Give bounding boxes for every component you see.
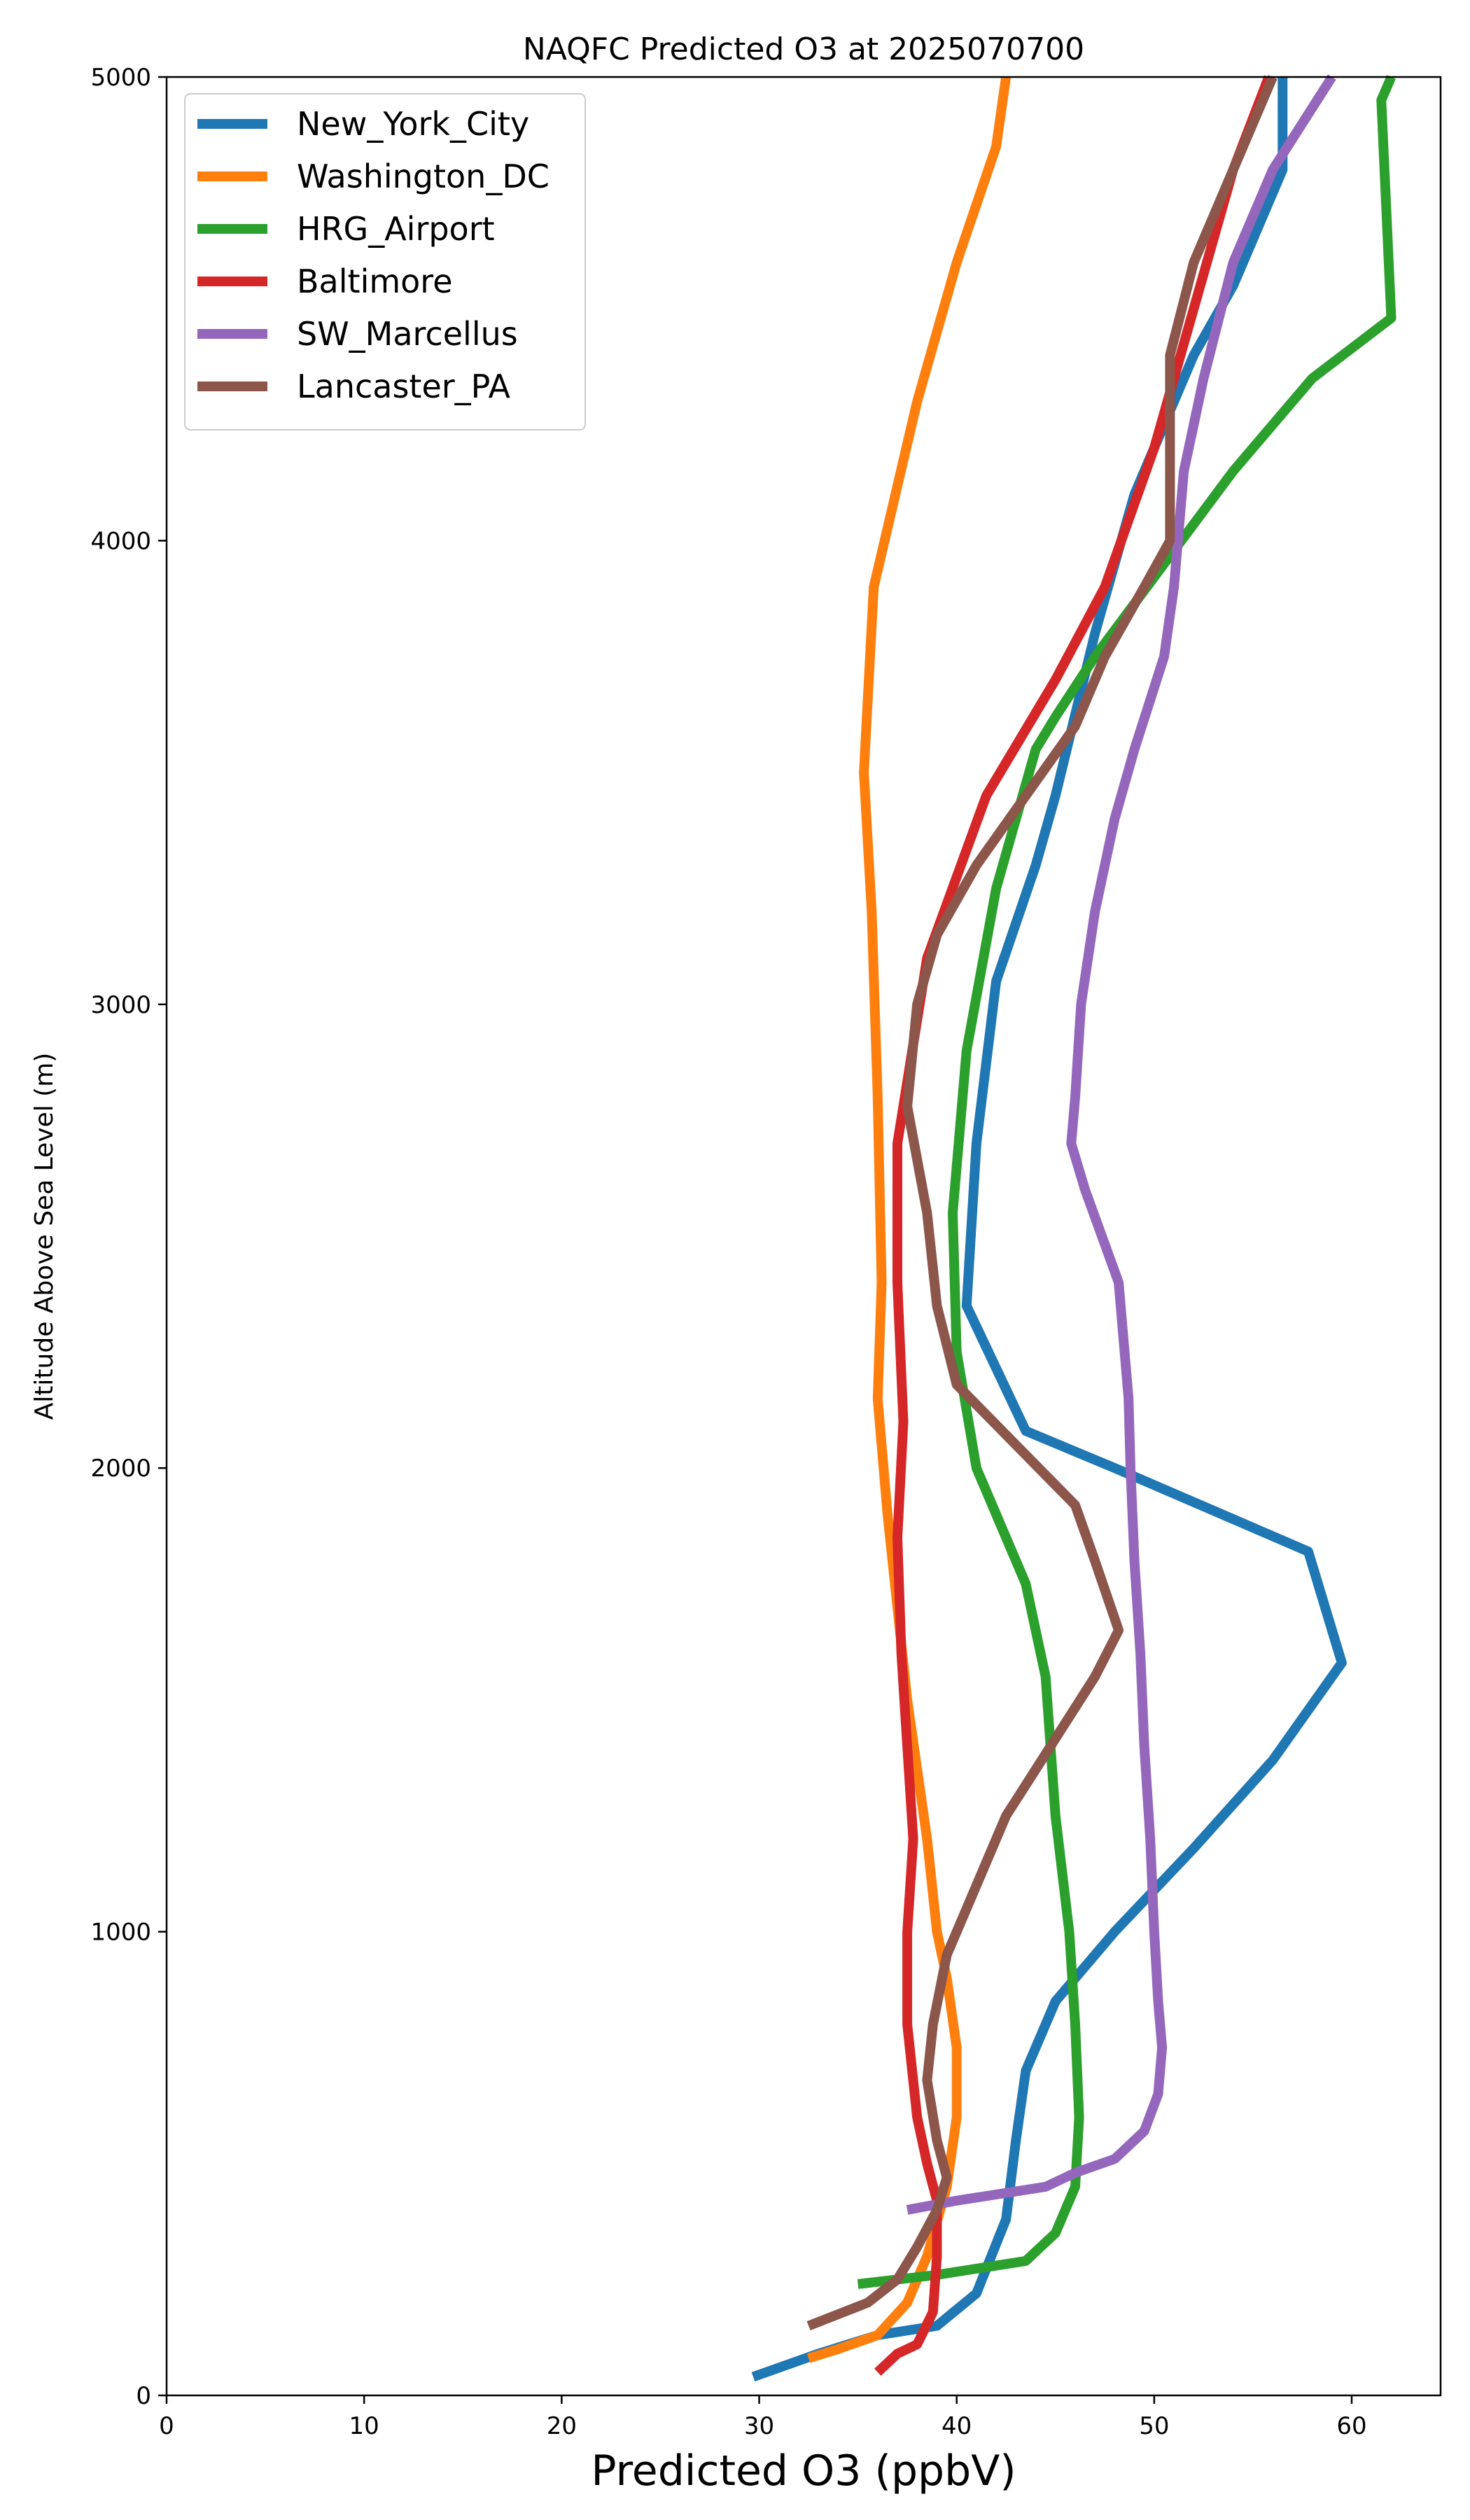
- series-layer: [751, 74, 1396, 2382]
- x-tick-label: 50: [1139, 2412, 1169, 2440]
- x-tick-label: 60: [1336, 2412, 1366, 2440]
- chart-title: NAQFC Predicted O3 at 2025070700: [523, 31, 1084, 67]
- legend-label: New_York_City: [297, 105, 529, 143]
- series-line-baltimore: [874, 75, 1274, 2376]
- series-line-sw-marcellus: [906, 74, 1336, 2215]
- y-tick-label: 5000: [90, 64, 151, 92]
- y-tick-label: 1000: [90, 1919, 151, 1947]
- x-tick-label: 40: [941, 2412, 972, 2440]
- legend-label: Lancaster_PA: [297, 368, 510, 405]
- x-tick-label: 30: [744, 2412, 774, 2440]
- legend-label: HRG_Airport: [297, 210, 495, 248]
- series-line-lancaster-pa: [806, 75, 1278, 2331]
- x-tick-label: 10: [349, 2412, 379, 2440]
- legend-label: Washington_DC: [297, 158, 550, 195]
- x-axis-label: Predicted O3 (ppbV): [591, 2446, 1016, 2496]
- y-tick-label: 4000: [90, 527, 151, 555]
- legend-label: SW_Marcellus: [297, 315, 518, 353]
- legend-box: [184, 93, 586, 430]
- y-tick-label: 0: [136, 2382, 151, 2410]
- legend-label: Baltimore: [297, 262, 453, 300]
- y-tick-label: 2000: [90, 1455, 151, 1483]
- y-tick-label: 3000: [90, 991, 151, 1019]
- legend: New_York_City Washington_DC HRG_Airport Bal…: [184, 93, 586, 430]
- x-tick-label: 0: [159, 2412, 174, 2440]
- x-axis-ticks: 0 10 20 30 40 50 60: [159, 2395, 1367, 2440]
- plot-frame: [165, 76, 1442, 2397]
- y-axis-label: Altitude Above Sea Level (m): [30, 1053, 59, 1420]
- y-axis-ticks: 0 1000 2000 3000 4000 5000: [90, 64, 167, 2410]
- x-tick-label: 20: [547, 2412, 577, 2440]
- series-line-new-york-city: [751, 77, 1347, 2382]
